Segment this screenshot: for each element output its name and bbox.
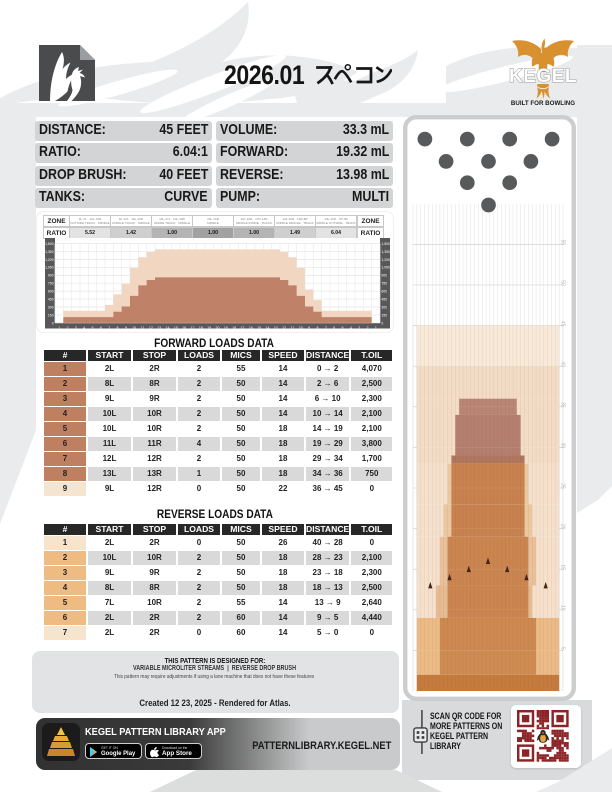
svg-text:20: 20	[560, 524, 566, 530]
svg-text:450: 450	[48, 297, 54, 301]
svg-text:18: 18	[232, 326, 236, 329]
svg-text:50: 50	[560, 280, 566, 286]
svg-text:600: 600	[381, 290, 387, 294]
svg-text:20: 20	[215, 326, 219, 329]
svg-text:7: 7	[108, 326, 110, 329]
svg-text:35: 35	[560, 402, 566, 408]
svg-text:150: 150	[381, 313, 387, 317]
svg-text:1,050: 1,050	[45, 266, 54, 270]
svg-text:900: 900	[48, 274, 54, 278]
svg-text:12: 12	[149, 326, 153, 329]
svg-text:19: 19	[224, 326, 228, 329]
svg-text:300: 300	[381, 305, 387, 309]
svg-text:6: 6	[100, 326, 102, 329]
svg-text:14: 14	[166, 326, 170, 329]
svg-text:0: 0	[52, 321, 54, 325]
svg-text:55: 55	[560, 240, 566, 246]
svg-text:1,200: 1,200	[45, 258, 54, 262]
svg-text:6: 6	[333, 326, 335, 329]
svg-text:10: 10	[299, 326, 303, 329]
svg-text:1: 1	[375, 326, 377, 329]
svg-text:1,200: 1,200	[381, 258, 390, 262]
svg-text:150: 150	[48, 313, 54, 317]
svg-text:9: 9	[125, 326, 127, 329]
svg-text:45: 45	[560, 321, 566, 327]
svg-text:30: 30	[560, 443, 566, 449]
svg-text:11: 11	[141, 326, 145, 329]
svg-text:1,050: 1,050	[381, 266, 390, 270]
svg-text:16: 16	[182, 326, 186, 329]
svg-text:1,500: 1,500	[381, 242, 390, 246]
svg-text:8: 8	[316, 326, 318, 329]
svg-text:15: 15	[560, 564, 566, 570]
svg-text:0: 0	[381, 321, 383, 325]
svg-text:7: 7	[325, 326, 327, 329]
svg-text:5: 5	[92, 326, 94, 329]
svg-text:3: 3	[358, 326, 360, 329]
svg-text:900: 900	[381, 274, 387, 278]
svg-text:750: 750	[48, 282, 54, 286]
svg-text:18: 18	[199, 326, 203, 329]
svg-text:12: 12	[282, 326, 286, 329]
svg-text:13: 13	[274, 326, 278, 329]
svg-text:2: 2	[67, 326, 69, 329]
svg-text:4: 4	[350, 326, 352, 329]
svg-text:10: 10	[132, 326, 136, 329]
svg-text:15: 15	[174, 326, 178, 329]
svg-text:1,350: 1,350	[381, 250, 390, 254]
svg-text:10: 10	[560, 605, 566, 611]
svg-text:16: 16	[249, 326, 253, 329]
svg-text:KEGEL: KEGEL	[509, 66, 577, 87]
svg-text:4: 4	[83, 326, 85, 329]
svg-text:8: 8	[117, 326, 119, 329]
svg-text:9: 9	[308, 326, 310, 329]
svg-text:3: 3	[75, 326, 77, 329]
svg-text:450: 450	[381, 297, 387, 301]
svg-text:BUILT FOR BOWLING: BUILT FOR BOWLING	[511, 100, 575, 107]
svg-text:5: 5	[560, 647, 566, 650]
svg-text:1,500: 1,500	[45, 242, 54, 246]
svg-text:11: 11	[291, 326, 295, 329]
svg-text:300: 300	[48, 305, 54, 309]
svg-text:17: 17	[240, 326, 244, 329]
svg-text:1: 1	[58, 326, 60, 329]
svg-text:13: 13	[157, 326, 161, 329]
svg-text:1,350: 1,350	[45, 250, 54, 254]
svg-text:15: 15	[257, 326, 261, 329]
svg-text:2: 2	[366, 326, 368, 329]
svg-text:25: 25	[560, 483, 566, 489]
svg-text:600: 600	[48, 290, 54, 294]
svg-text:40: 40	[560, 361, 566, 367]
svg-text:750: 750	[381, 282, 387, 286]
svg-text:19: 19	[207, 326, 211, 329]
svg-text:17: 17	[190, 326, 194, 329]
svg-text:5: 5	[341, 326, 343, 329]
svg-text:14: 14	[265, 326, 269, 329]
